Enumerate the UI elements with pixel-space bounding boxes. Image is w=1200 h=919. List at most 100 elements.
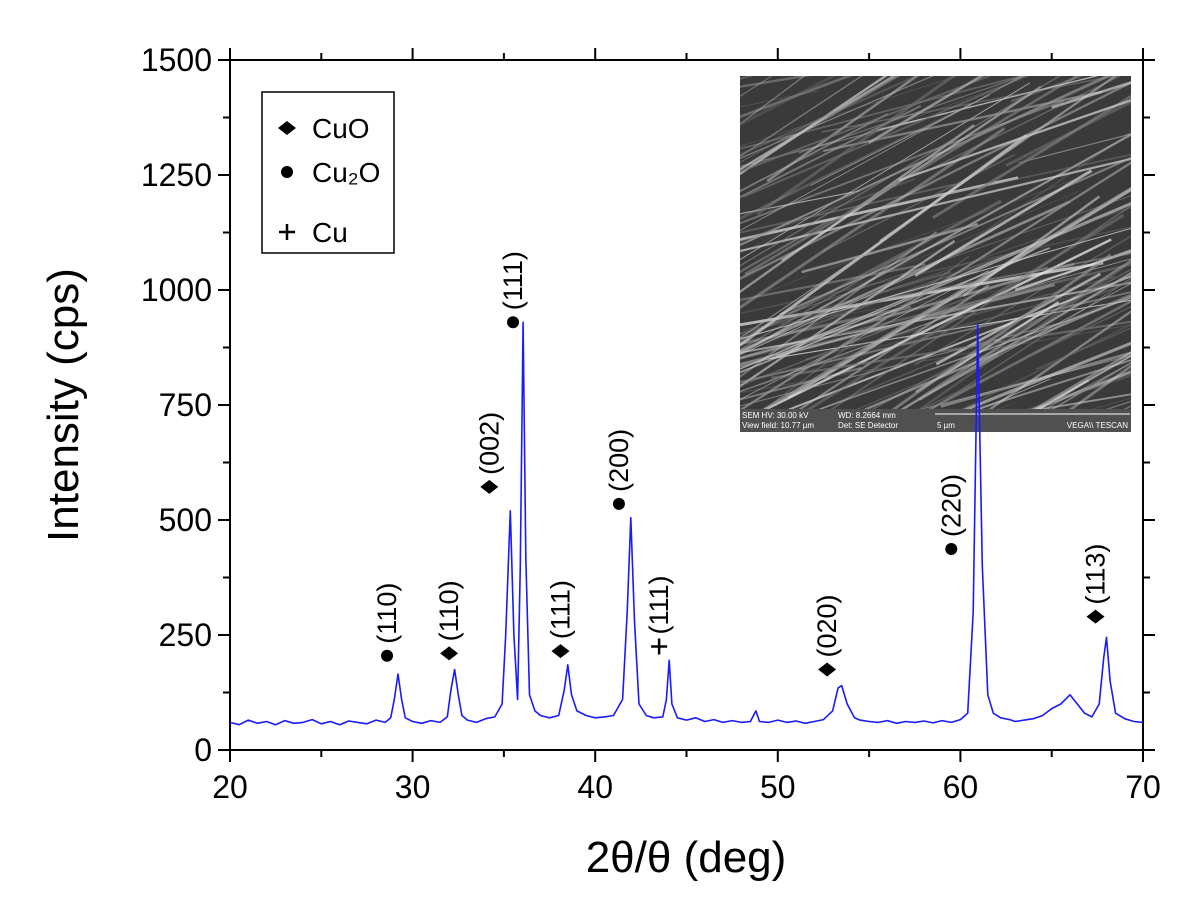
- y-tick-label: 500: [159, 502, 212, 538]
- inset-streak: [891, 253, 1112, 409]
- annotation-label: (220): [936, 474, 966, 537]
- inset-streak: [740, 305, 912, 346]
- inset-streak: [930, 277, 1131, 409]
- inset-streak: [818, 297, 1131, 409]
- marker: [1086, 609, 1105, 624]
- inset-streak: [740, 157, 1131, 253]
- inset-streak: [876, 76, 1100, 131]
- legend-label: CuO: [312, 113, 370, 144]
- annotation-label: (111): [498, 251, 528, 310]
- annotation-label: (113): [1081, 544, 1111, 605]
- inset-streak: [1030, 370, 1131, 409]
- inset-streak: [740, 76, 899, 163]
- inset-streak: [740, 231, 938, 378]
- inset-streak: [798, 284, 990, 409]
- inset-streak: [900, 353, 999, 409]
- inset-streak: [740, 76, 806, 125]
- inset-streak: [1105, 400, 1131, 409]
- marker: [381, 649, 394, 662]
- inset-streak: [740, 76, 896, 171]
- inset-streak: [868, 76, 984, 144]
- inset-streak: [740, 283, 1044, 331]
- y-tick-label: 1500: [141, 42, 212, 78]
- inset-streak: [740, 127, 988, 254]
- y-tick-label: 0: [194, 732, 212, 768]
- inset-streak: [740, 199, 1002, 343]
- inset-streak: [756, 76, 956, 216]
- inset-streak: [960, 323, 1131, 409]
- inset-streak: [740, 76, 1026, 150]
- inset-streak: [830, 204, 1131, 409]
- inset-streak: [740, 76, 959, 147]
- inset-streak: [740, 266, 1048, 387]
- inset-streak: [962, 195, 1101, 297]
- inset-streak: [871, 268, 1131, 409]
- inset-streak: [740, 277, 1131, 392]
- inset-streak: [740, 238, 931, 351]
- inset-streak: [777, 252, 1131, 320]
- inset-streak: [740, 239, 956, 388]
- inset-streak: [740, 90, 820, 108]
- inset-streak: [918, 260, 1131, 409]
- inset-caption: Det: SE Detector: [838, 421, 898, 430]
- marker: [651, 638, 668, 655]
- inset-streak: [779, 156, 1131, 316]
- inset-streak: [740, 133, 1131, 356]
- inset-streak: [821, 76, 1119, 133]
- inset-streak: [740, 76, 920, 156]
- inset-streak: [740, 207, 1131, 341]
- inset-streak: [788, 195, 1131, 314]
- inset-streak: [740, 190, 860, 215]
- inset-streak: [740, 263, 1131, 360]
- inset-streak: [740, 127, 1006, 310]
- inset-streak: [740, 261, 1104, 327]
- x-tick-label: 20: [212, 769, 248, 805]
- inset-streak: [962, 341, 1131, 409]
- inset-streak: [740, 105, 922, 199]
- marker: [507, 316, 520, 329]
- annotation-label: (020): [812, 594, 842, 657]
- inset-streak: [740, 76, 754, 80]
- x-tick-label: 70: [1125, 769, 1161, 805]
- inset-streak: [740, 178, 916, 243]
- inset-streak: [740, 319, 1071, 407]
- inset-caption: VEGA\\ TESCAN: [1067, 421, 1128, 430]
- inset-streak: [744, 76, 1080, 276]
- inset-streak: [822, 153, 1016, 252]
- inset-streak: [740, 76, 812, 88]
- inset-streak: [740, 161, 1131, 409]
- inset-streak: [740, 324, 1131, 394]
- inset-streak: [740, 76, 888, 176]
- inset-streak: [740, 76, 1061, 267]
- inset-streak: [740, 200, 1071, 353]
- inset-streak: [856, 293, 1131, 409]
- annotation-label: (110): [372, 583, 402, 644]
- y-tick-label: 750: [159, 387, 212, 423]
- inset-streak: [740, 263, 926, 301]
- inset-streak: [900, 283, 1131, 409]
- inset-streak: [1051, 81, 1131, 109]
- inset-streak: [740, 219, 831, 274]
- inset-caption-band: [740, 409, 1131, 432]
- inset-streak: [740, 76, 853, 119]
- inset-streak: [764, 255, 970, 409]
- inset-streak: [740, 227, 1131, 340]
- inset-streak: [740, 262, 1075, 360]
- inset-streak: [1032, 351, 1131, 409]
- legend-marker: [279, 224, 295, 240]
- inset-streak: [740, 267, 929, 356]
- inset-streak: [1051, 361, 1131, 409]
- inset-streak: [762, 186, 1131, 409]
- inset-streak: [790, 76, 1030, 164]
- inset-streak: [740, 103, 972, 221]
- y-axis-label: Intensity (cps): [39, 268, 88, 542]
- inset-streak: [740, 113, 889, 193]
- x-axis-label: 2θ/θ (deg): [586, 833, 787, 882]
- inset-streak: [740, 76, 934, 159]
- marker: [612, 497, 625, 510]
- annotation-label: (110): [434, 580, 464, 641]
- marker: [818, 662, 837, 677]
- inset-streak: [979, 378, 1051, 409]
- inset-streak: [740, 76, 1107, 246]
